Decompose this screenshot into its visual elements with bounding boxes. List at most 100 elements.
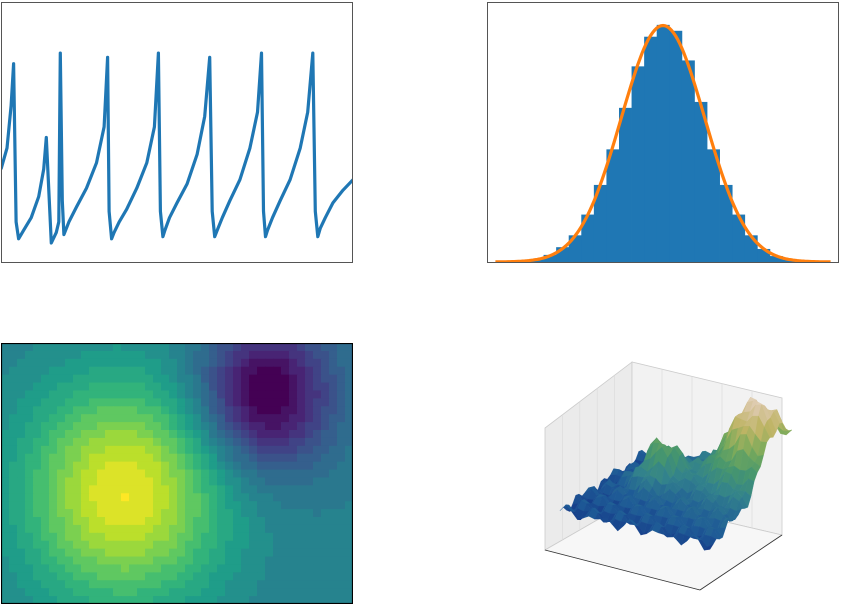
contour-cell: [121, 445, 130, 455]
contour-cell: [129, 453, 138, 463]
contour-cell: [137, 453, 146, 463]
contour-cell: [289, 532, 298, 542]
contour-cell: [337, 477, 346, 486]
contour-cell: [297, 366, 306, 376]
contour-cell: [1, 532, 10, 542]
contour-cell: [249, 580, 258, 589]
contour-cell: [289, 485, 298, 494]
contour-cell: [297, 540, 306, 550]
contour-cell: [233, 422, 242, 431]
contour-cell: [73, 532, 82, 542]
contour-cell: [1, 493, 10, 502]
contour-cell: [65, 437, 74, 447]
contour-cell: [321, 596, 330, 604]
contour-cell: [161, 430, 170, 439]
contour-cell: [17, 532, 26, 542]
contour-cell: [305, 437, 314, 447]
contour-cell: [161, 540, 170, 550]
contour-cell: [241, 382, 250, 392]
contour-cell: [105, 564, 114, 573]
contour-cell: [273, 382, 282, 392]
contour-cell: [241, 501, 250, 510]
contour-cell: [185, 564, 194, 573]
contour-cell: [145, 580, 154, 589]
contour-cell: [145, 358, 154, 368]
contour-cell: [241, 588, 250, 597]
contour-cell: [145, 501, 154, 510]
contour-cell: [9, 350, 18, 360]
contour-cell: [265, 437, 274, 447]
contour-cell: [281, 588, 290, 597]
contour-cell: [129, 572, 138, 581]
contour-cell: [105, 437, 114, 447]
contour-cell: [73, 556, 82, 566]
contour-cell: [201, 532, 210, 542]
contour-cell: [121, 437, 130, 447]
contour-cell: [33, 406, 42, 415]
contour-cell: [297, 358, 306, 368]
contour-cell: [17, 596, 26, 604]
contour-cell: [305, 390, 314, 399]
contour-cell: [281, 430, 290, 439]
contour-cell: [33, 382, 42, 392]
contour-cell: [81, 556, 90, 566]
contour-cell: [105, 596, 114, 604]
contour-cell: [233, 453, 242, 463]
contour-cell: [177, 501, 186, 510]
contour-cell: [249, 430, 258, 439]
contour-cell: [161, 437, 170, 447]
contour-cell: [273, 406, 282, 415]
contour-cell: [185, 414, 194, 423]
contour-cell: [241, 485, 250, 494]
contour-cell: [337, 501, 346, 510]
contour-cell: [81, 422, 90, 431]
contour-cell: [313, 588, 322, 597]
contour-cell: [137, 524, 146, 534]
contour-cell: [201, 366, 210, 376]
contour-cell: [105, 358, 114, 368]
contour-cell: [281, 540, 290, 550]
contour-cell: [313, 430, 322, 439]
contour-cell: [337, 564, 346, 573]
contour-cell: [153, 469, 162, 479]
contour-cell: [313, 406, 322, 415]
contour-cell: [105, 548, 114, 558]
contour-cell: [97, 382, 106, 392]
contour-cell: [297, 461, 306, 471]
contour-cell: [169, 430, 178, 439]
contour-cell: [249, 469, 258, 479]
contour-cell: [33, 350, 42, 360]
contour-cell: [337, 588, 346, 597]
contour-cell: [65, 572, 74, 581]
contour-cell: [33, 485, 42, 494]
contour-cell: [25, 374, 34, 384]
contour-cell: [161, 453, 170, 463]
contour-cell: [297, 350, 306, 360]
contour-cell: [313, 580, 322, 589]
contour-cell: [249, 437, 258, 447]
contour-cell: [297, 414, 306, 423]
contour-cell: [337, 469, 346, 479]
contour-cell: [273, 524, 282, 534]
contour-cell: [225, 588, 234, 597]
contour-cell: [257, 453, 266, 463]
contour-cell: [33, 398, 42, 407]
contour-cell: [161, 358, 170, 368]
contour-cell: [209, 350, 218, 360]
contour-cell: [33, 524, 42, 534]
contour-cell: [41, 493, 50, 502]
contour-cell: [265, 343, 274, 352]
contour-cell: [129, 398, 138, 407]
contour-cell: [161, 374, 170, 384]
contour-cell: [337, 540, 346, 550]
contour-cell: [249, 414, 258, 423]
contour-cell: [321, 485, 330, 494]
contour-cell: [241, 564, 250, 573]
contour-cell: [209, 461, 218, 471]
contour-cell: [297, 398, 306, 407]
contour-cell: [25, 485, 34, 494]
contour-cell: [169, 588, 178, 597]
contour-cell: [121, 588, 130, 597]
contour-cell: [337, 422, 346, 431]
contour-cell: [89, 406, 98, 415]
